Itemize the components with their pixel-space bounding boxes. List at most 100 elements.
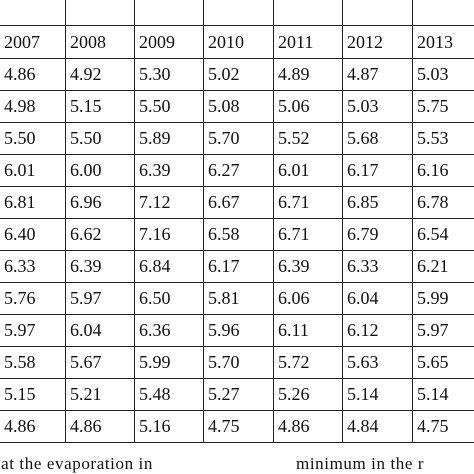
table-cell: 6.96 (65, 186, 135, 219)
table-cell: 5.70 (203, 122, 274, 155)
table-cell: 4.86 (273, 410, 343, 443)
table-cell: 6.04 (65, 314, 135, 347)
table-cell: 5.50 (0, 122, 66, 155)
table-cell: 6.67 (203, 186, 274, 219)
table-cell: 4.75 (412, 410, 474, 443)
table-cell: 4.87 (342, 58, 413, 91)
table-cell: 5.52 (273, 122, 343, 155)
table-cell: 6.84 (134, 250, 204, 283)
table-row: 5.97 6.04 6.36 5.96 6.11 6.12 5.97 (0, 314, 474, 347)
table-cell: 6.71 (273, 186, 343, 219)
table-cell: 5.26 (273, 378, 343, 411)
table-cell: 5.21 (65, 378, 135, 411)
table-cell: 5.14 (342, 378, 413, 411)
table-cell: 6.39 (65, 250, 135, 283)
table-cell: 6.58 (203, 218, 274, 251)
table-cell: 5.97 (412, 314, 474, 347)
table-cell: 6.11 (273, 314, 343, 347)
header-cell: 2012 (342, 25, 413, 59)
table-cell: 5.70 (203, 346, 274, 379)
table-cell: 6.01 (273, 154, 343, 187)
table-cell: 5.50 (134, 90, 204, 123)
table-row: 6.33 6.39 6.84 6.17 6.39 6.33 6.21 (0, 250, 474, 283)
table-cell: 5.15 (65, 90, 135, 123)
table-cell: 6.01 (0, 154, 66, 187)
table-cell: 5.08 (203, 90, 274, 123)
table-cell: 5.14 (412, 378, 474, 411)
table-row: 5.50 5.50 5.89 5.70 5.52 5.68 5.53 (0, 122, 474, 155)
table-cell: 5.99 (412, 282, 474, 315)
table-cell: 5.16 (134, 410, 204, 443)
table-cell: 6.71 (273, 218, 343, 251)
table-cell: 5.06 (273, 90, 343, 123)
header-cell: 2007 (0, 25, 66, 59)
table-row: 6.40 6.62 7.16 6.58 6.71 6.79 6.54 (0, 218, 474, 251)
table-cell: 5.99 (134, 346, 204, 379)
table-row: 6.01 6.00 6.39 6.27 6.01 6.17 6.16 (0, 154, 474, 187)
table-row: 6.81 6.96 7.12 6.67 6.71 6.85 6.78 (0, 186, 474, 219)
caption-right-fragment: minimum in the r (296, 454, 425, 473)
table-cell: 6.33 (342, 250, 413, 283)
table-cell: 7.12 (134, 186, 204, 219)
header-row: 2007 2008 2009 2010 2011 2012 2013 (0, 25, 474, 59)
table-cell: 6.17 (203, 250, 274, 283)
table-cell: 5.67 (65, 346, 135, 379)
caption-text: hat the evaporation in minimum in the r (0, 454, 474, 474)
table-cell: 6.62 (65, 218, 135, 251)
header-cell: 2009 (134, 25, 204, 59)
table-cell: 6.36 (134, 314, 204, 347)
table-cell: 4.86 (0, 58, 66, 91)
table-cell: 6.78 (412, 186, 474, 219)
header-cell: 2011 (273, 25, 343, 59)
table-cell: 4.86 (65, 410, 135, 443)
table-cell: 6.00 (65, 154, 135, 187)
caption-left-fragment: hat the evaporation in (0, 454, 153, 473)
table-cell: 5.81 (203, 282, 274, 315)
table-cell: 6.04 (342, 282, 413, 315)
table-cell: 5.97 (0, 314, 66, 347)
header-cell: 2008 (65, 25, 135, 59)
table-cell: 5.72 (273, 346, 343, 379)
table-cell: 6.39 (273, 250, 343, 283)
table-cell: 6.81 (0, 186, 66, 219)
table-cell: 5.96 (203, 314, 274, 347)
table-cell: 6.40 (0, 218, 66, 251)
table-cell: 6.17 (342, 154, 413, 187)
table-cell: 4.86 (0, 410, 66, 443)
table-cell: 5.02 (203, 58, 274, 91)
table-cell: 5.30 (134, 58, 204, 91)
table-row: 4.86 4.86 5.16 4.75 4.86 4.84 4.75 (0, 410, 474, 443)
table-cell: 5.89 (134, 122, 204, 155)
table-cell: 4.92 (65, 58, 135, 91)
evaporation-table: 2007 2008 2009 2010 2011 2012 2013 4.86 4… (0, 0, 474, 443)
table-cell: 4.75 (203, 410, 274, 443)
table-cell: 5.48 (134, 378, 204, 411)
table-cell: 5.03 (342, 90, 413, 123)
table-cell: 6.12 (342, 314, 413, 347)
table-cell: 5.03 (412, 58, 474, 91)
table-row: 4.86 4.92 5.30 5.02 4.89 4.87 5.03 (0, 58, 474, 91)
table-cell: 5.76 (0, 282, 66, 315)
table-cell: 6.33 (0, 250, 66, 283)
table-cell: 6.21 (412, 250, 474, 283)
table-cell: 5.50 (65, 122, 135, 155)
table-row: 4.98 5.15 5.50 5.08 5.06 5.03 5.75 (0, 90, 474, 123)
table-cell: 5.75 (412, 90, 474, 123)
table-cell: 5.27 (203, 378, 274, 411)
table-cell: 6.85 (342, 186, 413, 219)
table-cell: 6.06 (273, 282, 343, 315)
data-table-container: 2007 2008 2009 2010 2011 2012 2013 4.86 4… (0, 0, 474, 443)
table-cell: 6.27 (203, 154, 274, 187)
header-cell: 2013 (412, 25, 474, 59)
table-cell: 4.84 (342, 410, 413, 443)
table-cell: 5.65 (412, 346, 474, 379)
table-cell: 5.68 (342, 122, 413, 155)
table-cell: 5.53 (412, 122, 474, 155)
table-row: 5.76 5.97 6.50 5.81 6.06 6.04 5.99 (0, 282, 474, 315)
table-cell: 6.54 (412, 218, 474, 251)
table-cell: 6.50 (134, 282, 204, 315)
table-cell: 6.16 (412, 154, 474, 187)
table-row: 5.58 5.67 5.99 5.70 5.72 5.63 5.65 (0, 346, 474, 379)
table-cell: 4.98 (0, 90, 66, 123)
table-cell: 5.15 (0, 378, 66, 411)
